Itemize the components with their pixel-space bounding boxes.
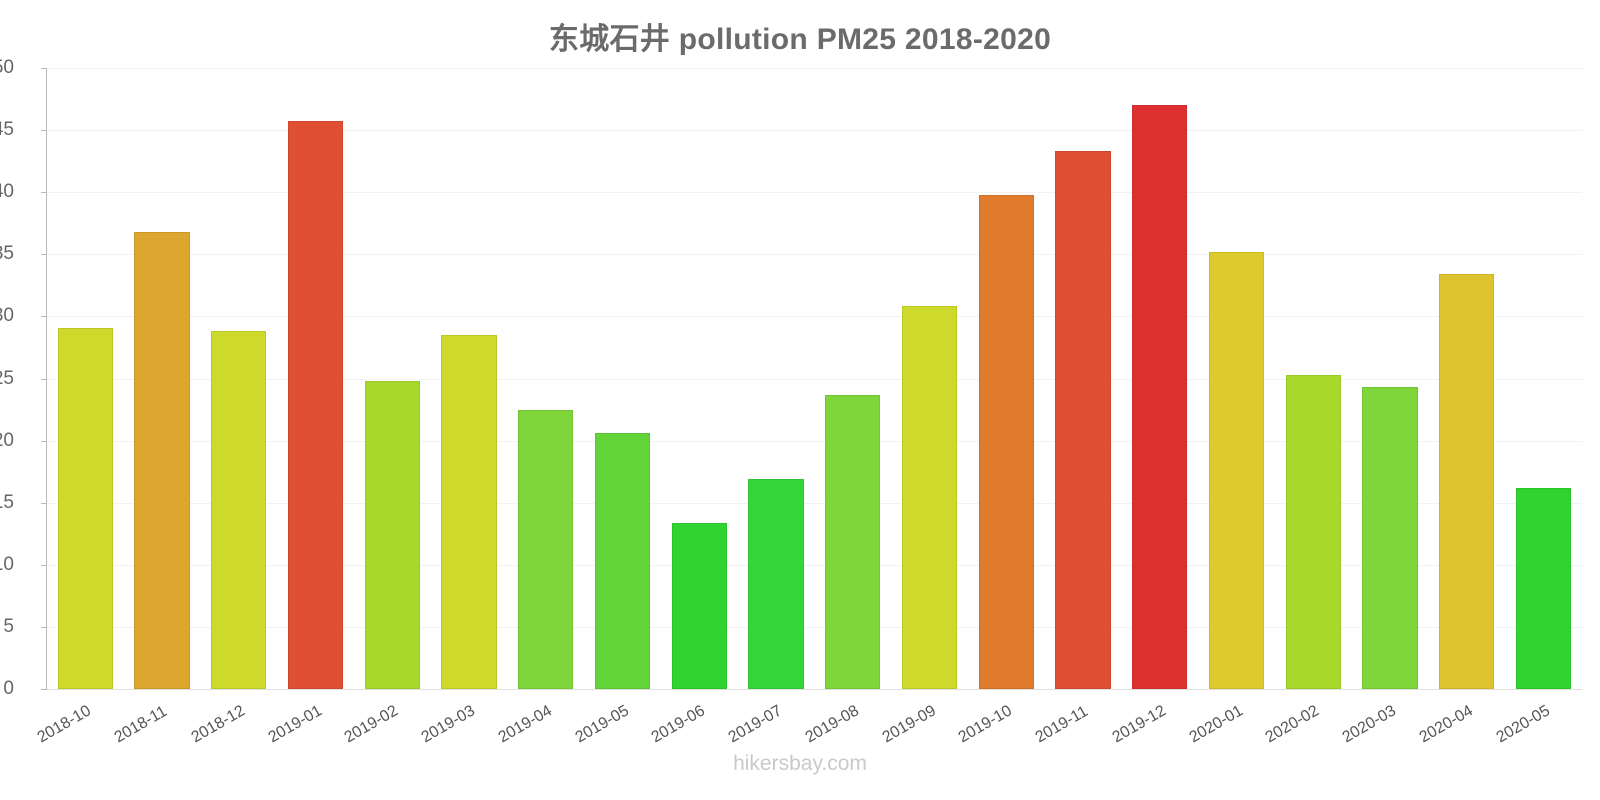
bar[interactable]: [671, 522, 727, 689]
gridline: [46, 130, 1582, 132]
x-tick-label: 2019-02: [341, 702, 402, 747]
y-tick-label: 5: [3, 615, 14, 637]
gridline: [46, 254, 1582, 256]
y-tick-mark: [41, 626, 47, 628]
x-tick-label: 2020-05: [1493, 702, 1553, 747]
bar[interactable]: [364, 380, 420, 689]
x-tick-label: 2019-04: [495, 702, 555, 747]
gridline: [46, 440, 1582, 442]
gridline: [46, 68, 1582, 69]
gridline: [46, 564, 1582, 566]
x-tick-label: 2019-12: [1109, 702, 1169, 747]
bar[interactable]: [441, 335, 497, 689]
y-tick-label: 25: [0, 367, 14, 389]
gridline: [46, 192, 1582, 194]
bar[interactable]: [594, 433, 651, 689]
bar[interactable]: [518, 409, 574, 689]
bar-series: [47, 68, 1582, 689]
bar[interactable]: [825, 394, 881, 689]
y-tick-mark: [41, 130, 47, 132]
x-tick-label: 2020-04: [1416, 702, 1476, 747]
x-tick-label: 2019-09: [879, 702, 939, 747]
x-tick-label: 2020-03: [1339, 702, 1400, 747]
y-tick-mark: [41, 254, 47, 256]
bar[interactable]: [211, 331, 267, 689]
x-tick-label: 2019-05: [572, 702, 632, 747]
bar[interactable]: [1208, 251, 1265, 689]
bar[interactable]: [1362, 387, 1418, 689]
y-tick-mark: [41, 564, 47, 566]
chart-title: 东城石井 pollution PM25 2018-2020: [548, 23, 1052, 56]
x-tick-label: 2018-10: [34, 702, 95, 747]
y-tick-label: 45: [0, 119, 14, 141]
y-tick-mark: [41, 502, 47, 504]
x-tick-label: 2020-01: [1186, 702, 1246, 747]
bar[interactable]: [1055, 151, 1111, 689]
x-tick-label: 2018-11: [111, 702, 171, 747]
x-tick-label: 2019-08: [802, 702, 862, 747]
bar[interactable]: [978, 194, 1034, 689]
gridline: [46, 378, 1582, 380]
y-tick-label: 30: [0, 305, 14, 327]
x-tick-label: 2019-06: [648, 702, 709, 747]
bar[interactable]: [1439, 274, 1495, 689]
y-tick-label: 40: [0, 181, 14, 203]
bar[interactable]: [1515, 487, 1572, 689]
y-tick-mark: [41, 192, 47, 194]
bar[interactable]: [134, 231, 190, 689]
x-tick-label: 2020-02: [1262, 702, 1323, 747]
y-tick-label: 10: [0, 553, 14, 575]
plot-area: 0 5 10 15 20 25 30 35 40 45 50: [0, 57, 1582, 699]
y-tick-mark: [41, 316, 47, 318]
x-tick-label: 2019-10: [955, 702, 1016, 747]
x-tick-label: 2019-03: [418, 702, 479, 747]
y-tick-mark: [41, 689, 47, 690]
bar[interactable]: [287, 121, 344, 689]
y-tick-label: 20: [0, 429, 14, 451]
y-tick-label: 0: [3, 678, 14, 699]
y-tick-label: 50: [0, 57, 14, 78]
x-tick-label: 2018-12: [188, 702, 248, 747]
x-tick-label: 2019-11: [1032, 702, 1092, 747]
bar[interactable]: [1285, 374, 1341, 689]
y-tick-mark: [41, 378, 47, 380]
bar[interactable]: [57, 327, 113, 689]
bar[interactable]: [901, 306, 958, 689]
y-tick-mark: [41, 440, 47, 442]
gridline: [46, 316, 1582, 318]
x-tick-label: 2019-01: [265, 702, 325, 747]
gridline: [46, 626, 1582, 628]
gridline: [46, 502, 1582, 504]
y-tick-label: 15: [0, 491, 14, 513]
bar[interactable]: [1132, 105, 1188, 689]
x-tick-label: 2019-07: [725, 702, 786, 747]
bar[interactable]: [748, 479, 804, 689]
gridline: [46, 689, 1582, 690]
y-tick-label: 35: [0, 243, 14, 265]
footer-attribution: hikersbay.com: [733, 752, 867, 775]
y-tick-mark: [41, 68, 47, 69]
